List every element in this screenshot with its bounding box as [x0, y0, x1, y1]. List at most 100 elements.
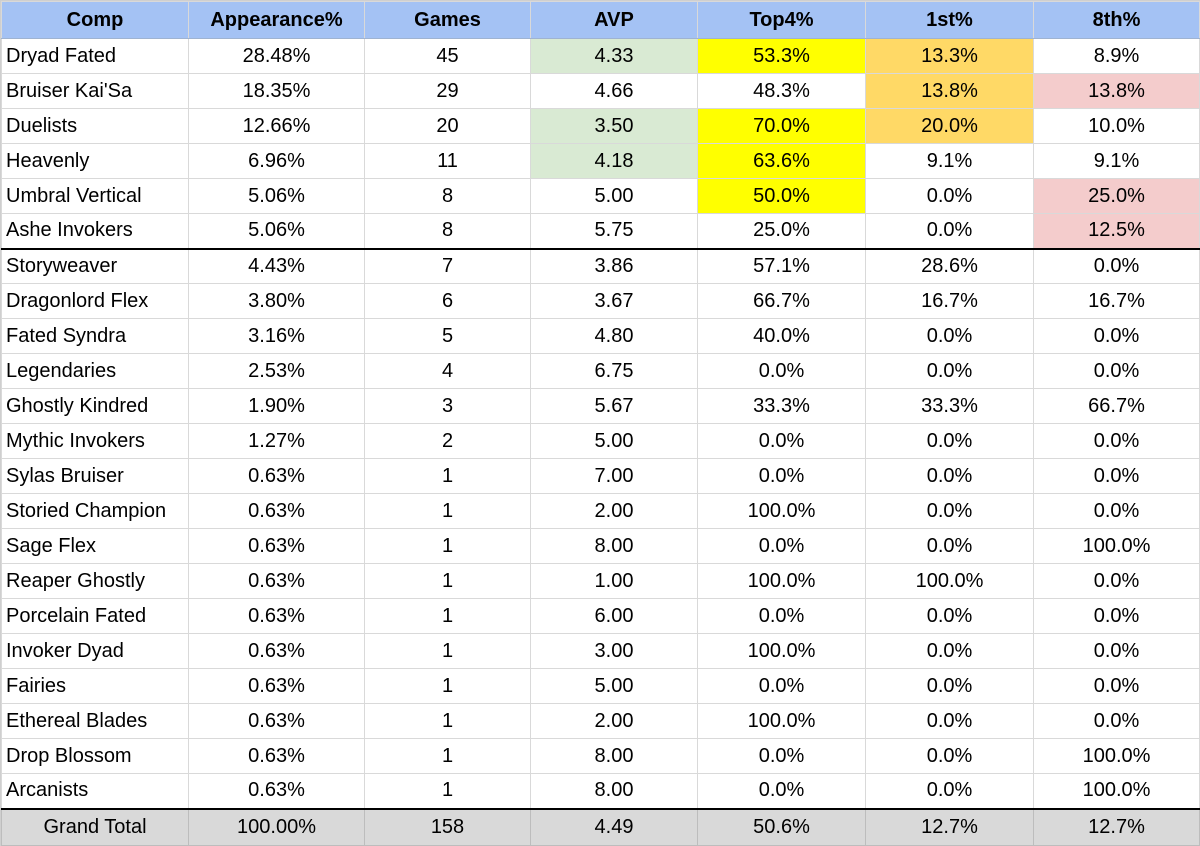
- cell-top4[interactable]: 63.6%: [697, 143, 866, 179]
- cell-top4[interactable]: 0.0%: [697, 528, 866, 564]
- cell-comp[interactable]: Porcelain Fated: [1, 598, 189, 634]
- cell-first[interactable]: 0.0%: [865, 213, 1034, 249]
- cell-first[interactable]: 0.0%: [865, 318, 1034, 354]
- cell-first[interactable]: 0.0%: [865, 458, 1034, 494]
- cell-first[interactable]: 0.0%: [865, 353, 1034, 389]
- cell-top4[interactable]: 0.0%: [697, 423, 866, 459]
- cell-appearance[interactable]: 3.80%: [188, 283, 365, 319]
- cell-appearance[interactable]: 0.63%: [188, 598, 365, 634]
- cell-top4[interactable]: 0.0%: [697, 773, 866, 809]
- cell-games[interactable]: 4: [364, 353, 531, 389]
- cell-appearance[interactable]: 0.63%: [188, 633, 365, 669]
- cell-eighth[interactable]: 0.0%: [1033, 668, 1200, 704]
- cell-appearance[interactable]: 18.35%: [188, 73, 365, 109]
- cell-games[interactable]: 1: [364, 703, 531, 739]
- cell-appearance[interactable]: 1.27%: [188, 423, 365, 459]
- cell-comp[interactable]: Mythic Invokers: [1, 423, 189, 459]
- cell-avp[interactable]: 4.18: [530, 143, 698, 179]
- cell-comp[interactable]: Legendaries: [1, 353, 189, 389]
- cell-avp[interactable]: 5.75: [530, 213, 698, 249]
- cell-top4[interactable]: 48.3%: [697, 73, 866, 109]
- cell-eighth[interactable]: 0.0%: [1033, 703, 1200, 739]
- cell-top4[interactable]: 66.7%: [697, 283, 866, 319]
- cell-comp[interactable]: Dragonlord Flex: [1, 283, 189, 319]
- cell-games[interactable]: 1: [364, 668, 531, 704]
- cell-first[interactable]: 0.0%: [865, 773, 1034, 809]
- total-first[interactable]: 12.7%: [865, 807, 1034, 846]
- cell-top4[interactable]: 0.0%: [697, 458, 866, 494]
- cell-games[interactable]: 8: [364, 178, 531, 214]
- cell-first[interactable]: 13.8%: [865, 73, 1034, 109]
- cell-comp[interactable]: Sage Flex: [1, 528, 189, 564]
- cell-appearance[interactable]: 0.63%: [188, 773, 365, 809]
- cell-top4[interactable]: 0.0%: [697, 598, 866, 634]
- cell-appearance[interactable]: 6.96%: [188, 143, 365, 179]
- cell-first[interactable]: 0.0%: [865, 703, 1034, 739]
- cell-top4[interactable]: 100.0%: [697, 493, 866, 529]
- cell-comp[interactable]: Ghostly Kindred: [1, 388, 189, 424]
- cell-eighth[interactable]: 0.0%: [1033, 598, 1200, 634]
- cell-comp[interactable]: Umbral Vertical: [1, 178, 189, 214]
- cell-first[interactable]: 0.0%: [865, 633, 1034, 669]
- cell-games[interactable]: 11: [364, 143, 531, 179]
- header-first[interactable]: 1st%: [865, 1, 1034, 39]
- cell-avp[interactable]: 4.80: [530, 318, 698, 354]
- cell-games[interactable]: 2: [364, 423, 531, 459]
- cell-eighth[interactable]: 0.0%: [1033, 318, 1200, 354]
- cell-games[interactable]: 1: [364, 458, 531, 494]
- cell-first[interactable]: 0.0%: [865, 738, 1034, 774]
- cell-first[interactable]: 100.0%: [865, 563, 1034, 599]
- cell-eighth[interactable]: 0.0%: [1033, 563, 1200, 599]
- header-appearance[interactable]: Appearance%: [188, 1, 365, 39]
- cell-avp[interactable]: 8.00: [530, 773, 698, 809]
- cell-avp[interactable]: 5.00: [530, 423, 698, 459]
- total-avp[interactable]: 4.49: [530, 807, 698, 846]
- cell-eighth[interactable]: 0.0%: [1033, 353, 1200, 389]
- cell-first[interactable]: 20.0%: [865, 108, 1034, 144]
- cell-first[interactable]: 0.0%: [865, 178, 1034, 214]
- cell-games[interactable]: 1: [364, 633, 531, 669]
- cell-eighth[interactable]: 0.0%: [1033, 633, 1200, 669]
- total-appearance[interactable]: 100.00%: [188, 807, 365, 846]
- cell-avp[interactable]: 8.00: [530, 528, 698, 564]
- cell-games[interactable]: 1: [364, 528, 531, 564]
- header-eighth[interactable]: 8th%: [1033, 1, 1200, 39]
- cell-eighth[interactable]: 0.0%: [1033, 423, 1200, 459]
- cell-eighth[interactable]: 13.8%: [1033, 73, 1200, 109]
- cell-avp[interactable]: 4.33: [530, 38, 698, 74]
- cell-comp[interactable]: Ethereal Blades: [1, 703, 189, 739]
- cell-eighth[interactable]: 8.9%: [1033, 38, 1200, 74]
- cell-top4[interactable]: 50.0%: [697, 178, 866, 214]
- cell-appearance[interactable]: 0.63%: [188, 668, 365, 704]
- cell-avp[interactable]: 6.75: [530, 353, 698, 389]
- cell-appearance[interactable]: 0.63%: [188, 703, 365, 739]
- cell-eighth[interactable]: 9.1%: [1033, 143, 1200, 179]
- cell-comp[interactable]: Dryad Fated: [1, 38, 189, 74]
- cell-first[interactable]: 0.0%: [865, 598, 1034, 634]
- cell-games[interactable]: 29: [364, 73, 531, 109]
- cell-appearance[interactable]: 2.53%: [188, 353, 365, 389]
- cell-comp[interactable]: Fated Syndra: [1, 318, 189, 354]
- cell-comp[interactable]: Storyweaver: [1, 247, 189, 284]
- cell-first[interactable]: 13.3%: [865, 38, 1034, 74]
- cell-games[interactable]: 45: [364, 38, 531, 74]
- cell-appearance[interactable]: 0.63%: [188, 528, 365, 564]
- cell-games[interactable]: 6: [364, 283, 531, 319]
- cell-eighth[interactable]: 100.0%: [1033, 738, 1200, 774]
- cell-games[interactable]: 5: [364, 318, 531, 354]
- total-games[interactable]: 158: [364, 807, 531, 846]
- cell-comp[interactable]: Fairies: [1, 668, 189, 704]
- total-label[interactable]: Grand Total: [1, 807, 189, 846]
- cell-avp[interactable]: 4.66: [530, 73, 698, 109]
- cell-eighth[interactable]: 25.0%: [1033, 178, 1200, 214]
- cell-top4[interactable]: 100.0%: [697, 633, 866, 669]
- cell-eighth[interactable]: 10.0%: [1033, 108, 1200, 144]
- cell-first[interactable]: 0.0%: [865, 423, 1034, 459]
- cell-top4[interactable]: 100.0%: [697, 563, 866, 599]
- cell-first[interactable]: 28.6%: [865, 247, 1034, 284]
- cell-comp[interactable]: Ashe Invokers: [1, 213, 189, 249]
- cell-comp[interactable]: Drop Blossom: [1, 738, 189, 774]
- total-top4[interactable]: 50.6%: [697, 807, 866, 846]
- cell-avp[interactable]: 3.67: [530, 283, 698, 319]
- cell-games[interactable]: 1: [364, 738, 531, 774]
